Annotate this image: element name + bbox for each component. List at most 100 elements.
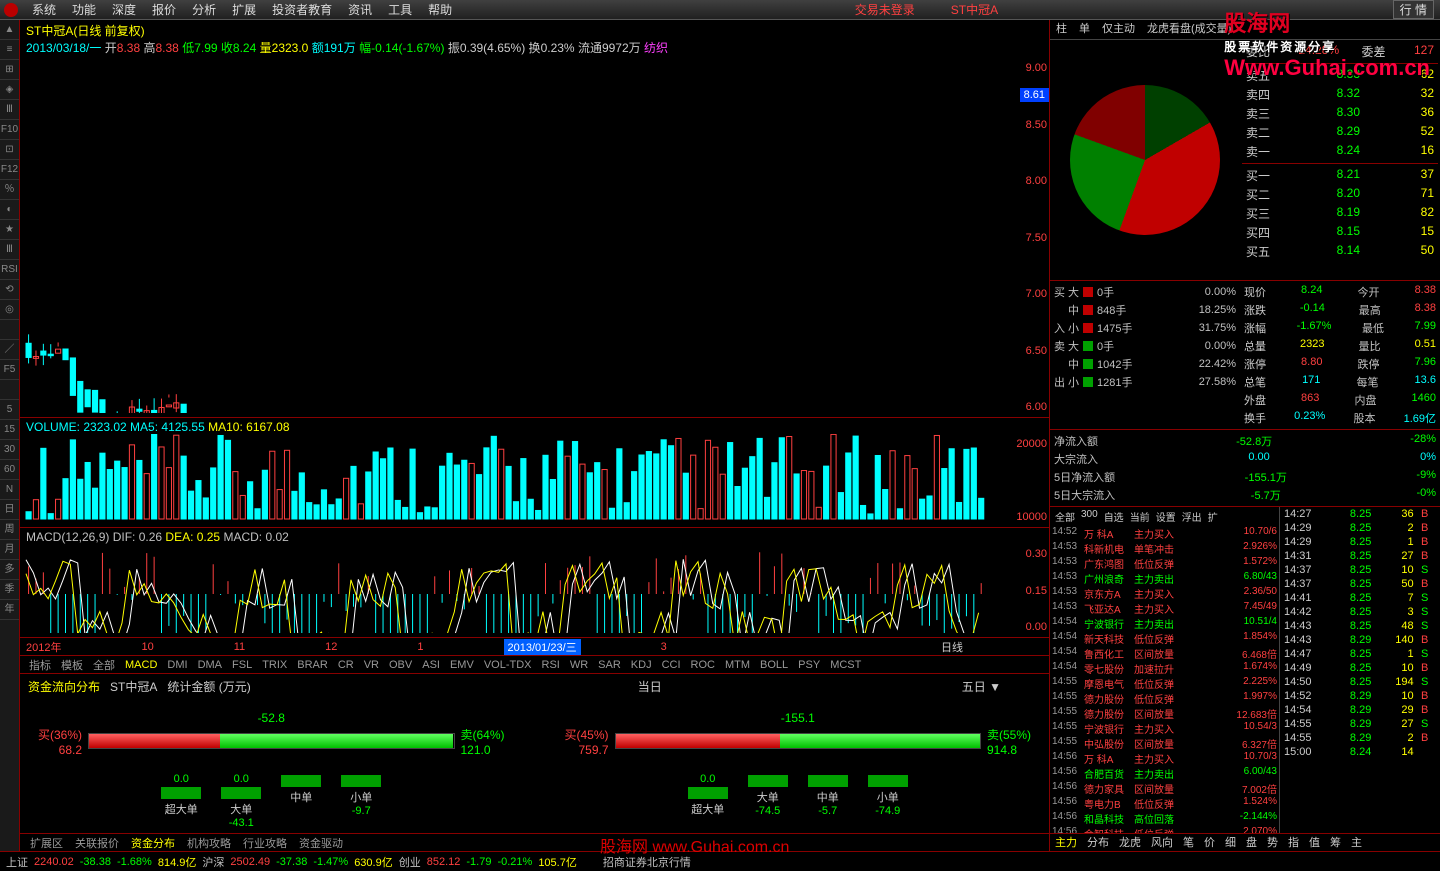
toolbar-btn-15[interactable] bbox=[0, 320, 19, 340]
bottom-tab[interactable]: 行业攻略 bbox=[237, 835, 293, 851]
toolbar-btn-3[interactable]: ◈ bbox=[0, 80, 19, 100]
toolbar-btn-2[interactable]: ⊞ bbox=[0, 60, 19, 80]
menu-extend[interactable]: 扩展 bbox=[224, 1, 264, 18]
indicator-tab[interactable]: WR bbox=[565, 659, 593, 671]
menu-system[interactable]: 系统 bbox=[24, 1, 64, 18]
toolbar-btn-13[interactable]: ⟲ bbox=[0, 280, 19, 300]
right-bottom-tab[interactable]: 筹 bbox=[1325, 834, 1346, 851]
indicator-tab[interactable]: TRIX bbox=[257, 659, 292, 671]
login-status[interactable]: 交易未登录 bbox=[847, 1, 923, 18]
indicator-tab[interactable]: MACD bbox=[120, 659, 162, 671]
price-tag: 8.61 bbox=[1020, 88, 1049, 102]
toolbar-btn-11[interactable]: Ⅲ bbox=[0, 240, 19, 260]
toolbar-btn-26[interactable]: 月 bbox=[0, 540, 19, 560]
volume-chart[interactable]: VOLUME: 2323.02 MA5: 4125.55 MA10: 6167.… bbox=[20, 418, 1049, 528]
menu-quote[interactable]: 报价 bbox=[144, 1, 184, 18]
bottom-tab[interactable]: 资金驱动 bbox=[293, 835, 349, 851]
tick-log[interactable]: 14:278.2536B14:298.252B14:298.251B14:318… bbox=[1280, 507, 1440, 833]
toolbar-btn-5[interactable]: F10 bbox=[0, 120, 19, 140]
indicator-tab[interactable]: BRAR bbox=[292, 659, 333, 671]
toolbar-btn-7[interactable]: F12 bbox=[0, 160, 19, 180]
right-bottom-tab[interactable]: 指 bbox=[1283, 834, 1304, 851]
stock-name: ST中冠A bbox=[943, 1, 1006, 18]
toolbar-btn-9[interactable]: ◐ bbox=[0, 200, 19, 220]
right-bottom-tab[interactable]: 价 bbox=[1199, 834, 1220, 851]
right-bottom-tab[interactable]: 盘 bbox=[1241, 834, 1262, 851]
menu-help[interactable]: 帮助 bbox=[420, 1, 460, 18]
right-bottom-tab[interactable]: 细 bbox=[1220, 834, 1241, 851]
toolbar-btn-24[interactable]: 日 bbox=[0, 500, 19, 520]
indicator-tab[interactable]: ASI bbox=[417, 659, 445, 671]
toolbar-btn-20[interactable]: 15 bbox=[0, 420, 19, 440]
indicator-tab[interactable]: MCST bbox=[825, 659, 866, 671]
indicator-tabs: 指标模板全部MACDDMIDMAFSLTRIXBRARCRVROBVASIEMV… bbox=[20, 656, 1049, 674]
indicator-tab[interactable]: MTM bbox=[720, 659, 755, 671]
indicator-tab[interactable]: SAR bbox=[593, 659, 626, 671]
indicator-tab[interactable]: CCI bbox=[657, 659, 686, 671]
right-bottom-tab[interactable]: 值 bbox=[1304, 834, 1325, 851]
kline-chart[interactable]: 9.008.508.007.507.006.506.00 8.61 bbox=[20, 58, 1049, 418]
menu-tools[interactable]: 工具 bbox=[380, 1, 420, 18]
toolbar-btn-4[interactable]: Ⅲ bbox=[0, 100, 19, 120]
indicator-tab[interactable]: DMI bbox=[162, 659, 192, 671]
toolbar-btn-27[interactable]: 多 bbox=[0, 560, 19, 580]
toolbar-btn-25[interactable]: 周 bbox=[0, 520, 19, 540]
toolbar-btn-10[interactable]: ★ bbox=[0, 220, 19, 240]
right-bottom-tab[interactable]: 主力 bbox=[1050, 834, 1082, 851]
menu-news[interactable]: 资讯 bbox=[340, 1, 380, 18]
indicator-tab[interactable]: 全部 bbox=[88, 657, 120, 673]
indicator-tab[interactable]: OBV bbox=[384, 659, 417, 671]
toolbar-btn-6[interactable]: ⊡ bbox=[0, 140, 19, 160]
indicator-tab[interactable]: ROC bbox=[686, 659, 720, 671]
bottom-tab[interactable]: 关联报价 bbox=[69, 835, 125, 851]
right-bottom-tab[interactable]: 主 bbox=[1346, 834, 1367, 851]
indicator-tab[interactable]: 指标 bbox=[24, 657, 56, 673]
bottom-tab[interactable]: 资金分布 bbox=[125, 835, 181, 851]
right-bottom-tab[interactable]: 分布 bbox=[1082, 834, 1114, 851]
bottom-tab[interactable]: 扩展区 bbox=[24, 835, 69, 851]
indicator-tab[interactable]: DMA bbox=[193, 659, 227, 671]
indicator-tab[interactable]: EMV bbox=[445, 659, 479, 671]
right-top-tab[interactable]: 仅主动 bbox=[1096, 20, 1141, 39]
menu-depth[interactable]: 深度 bbox=[104, 1, 144, 18]
right-bottom-tab[interactable]: 势 bbox=[1262, 834, 1283, 851]
trade-log[interactable]: 全部300自选当前设置浮出扩 14:52万 科A主力买入10.70/614:53… bbox=[1050, 507, 1280, 833]
indicator-tab[interactable]: BOLL bbox=[755, 659, 793, 671]
indicator-tab[interactable]: CR bbox=[333, 659, 359, 671]
quote-stats: 现价8.24今开8.38涨跌-0.14最高8.38涨幅-1.67%最低7.99总… bbox=[1240, 281, 1440, 429]
macd-chart[interactable]: MACD(12,26,9) DIF: 0.26 DEA: 0.25 MACD: … bbox=[20, 528, 1049, 638]
toolbar-btn-21[interactable]: 30 bbox=[0, 440, 19, 460]
toolbar-btn-0[interactable]: ▲ bbox=[0, 20, 19, 40]
indicator-tab[interactable]: FSL bbox=[227, 659, 257, 671]
menu-analysis[interactable]: 分析 bbox=[184, 1, 224, 18]
toolbar-btn-14[interactable]: ◎ bbox=[0, 300, 19, 320]
trade-stats: 买大0手0.00%中848手18.25%入小1475手31.75%卖大0手0.0… bbox=[1050, 281, 1240, 429]
toolbar-btn-8[interactable]: ％ bbox=[0, 180, 19, 200]
toolbar-btn-18[interactable] bbox=[0, 380, 19, 400]
toolbar-btn-28[interactable]: 季 bbox=[0, 580, 19, 600]
menu-education[interactable]: 投资者教育 bbox=[264, 1, 340, 18]
pie-chart bbox=[1050, 40, 1240, 280]
toolbar-btn-1[interactable]: ≡ bbox=[0, 40, 19, 60]
indicator-tab[interactable]: PSY bbox=[793, 659, 825, 671]
toolbar-btn-19[interactable]: 5 bbox=[0, 400, 19, 420]
indicator-tab[interactable]: VOL-TDX bbox=[479, 659, 537, 671]
toolbar-btn-12[interactable]: RSI bbox=[0, 260, 19, 280]
toolbar-btn-23[interactable]: N bbox=[0, 480, 19, 500]
menu-function[interactable]: 功能 bbox=[64, 1, 104, 18]
right-bottom-tab[interactable]: 龙虎 bbox=[1114, 834, 1146, 851]
bottom-tab[interactable]: 机构攻略 bbox=[181, 835, 237, 851]
right-top-tab[interactable]: 龙虎看盘(成交量) bbox=[1141, 20, 1237, 39]
toolbar-btn-29[interactable]: 年 bbox=[0, 600, 19, 620]
right-bottom-tab[interactable]: 风向 bbox=[1146, 834, 1178, 851]
indicator-tab[interactable]: VR bbox=[359, 659, 384, 671]
toolbar-btn-16[interactable]: ／ bbox=[0, 340, 19, 360]
toolbar-btn-17[interactable]: F5 bbox=[0, 360, 19, 380]
right-bottom-tab[interactable]: 笔 bbox=[1178, 834, 1199, 851]
indicator-tab[interactable]: 模板 bbox=[56, 657, 88, 673]
right-top-tab[interactable]: 柱 bbox=[1050, 20, 1073, 39]
toolbar-btn-22[interactable]: 60 bbox=[0, 460, 19, 480]
indicator-tab[interactable]: KDJ bbox=[626, 659, 657, 671]
right-top-tab[interactable]: 单 bbox=[1073, 20, 1096, 39]
indicator-tab[interactable]: RSI bbox=[537, 659, 565, 671]
